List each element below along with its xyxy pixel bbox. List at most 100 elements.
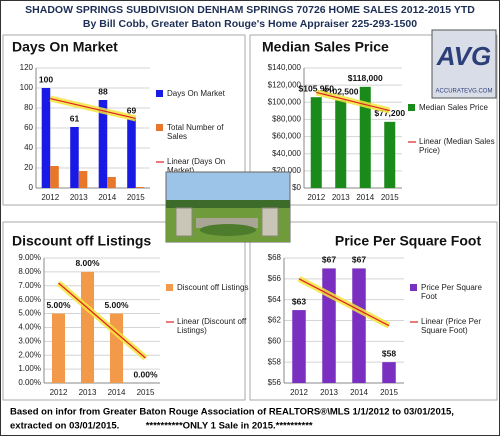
legend-label: Total Number of Sales [167,123,224,141]
y-tick-label: 20 [24,163,33,172]
bar [322,268,336,383]
trend-line [58,282,146,359]
data-label: 88 [98,86,108,96]
bar [50,166,59,188]
x-tick-label: 2014 [108,388,126,397]
y-tick-label: 80 [24,103,33,112]
footer-line: Based on infor from Greater Baton Rouge … [10,407,454,418]
x-tick-label: 2015 [381,193,399,202]
legend-label: Days On Market [167,89,225,98]
x-tick-label: 2013 [70,193,88,202]
legend-entry: Days On Market [167,89,225,98]
legend-entry: Linear (Median Sales Price) [419,137,495,155]
y-tick-label: $62 [268,316,282,325]
bar [80,271,95,383]
photo [165,171,291,243]
panels: Days On Market 0 20 40 60 80 100 120 2012 2013 201… [2,34,498,401]
x-tick-label: 2014 [98,193,116,202]
legend-label: Linear (Discount off Listings) [177,317,247,335]
y-tick-label: $60,000 [272,132,301,141]
y-tick-label: 100 [20,83,34,92]
data-label: 8.00% [75,258,100,268]
x-tick-label: 2013 [332,193,350,202]
x-tick-label: 2012 [41,193,59,202]
data-label: 5.00% [46,300,71,310]
y-tick-label: 8.00% [18,267,41,276]
y-tick-label: 40 [24,143,33,152]
data-label: $77,200 [374,108,405,118]
x-tick-label: 2012 [50,388,68,397]
page-title: SHADOW SPRINGS SUBDIVISION DENHAM SPRING… [25,4,475,16]
trend-line [298,278,390,327]
legend-swatch [166,284,173,291]
y-tick-label: $68 [268,253,282,262]
x-tick-label: 2013 [320,388,338,397]
y-tick-label: $56 [268,378,282,387]
y-tick-label: 0.00% [18,378,41,387]
x-tick-label: 2015 [137,388,155,397]
bar [382,362,396,383]
y-tick-label: 3.00% [18,336,41,345]
data-label: 69 [127,105,137,115]
y-tick-label: 5.00% [18,309,41,318]
data-label: $118,000 [348,73,383,83]
chart-panel: Days On Market 0 20 40 60 80 100 120 2012 2013 201… [2,34,246,206]
x-tick-label: 2012 [307,193,325,202]
legend-entry: Price Per Square Foot [421,283,482,301]
legend-swatch [156,124,163,131]
y-tick-label: $60 [268,336,282,345]
legend-entry: Discount off Listings [177,283,248,292]
legend-label: Linear (Days On Market) [167,157,226,175]
bar [70,127,79,188]
y-tick-label: $58 [268,357,282,366]
y-tick-label: 1.00% [18,364,41,373]
y-tick-label: $20,000 [272,166,301,175]
data-label: $102,500 [323,86,359,96]
bar [41,88,51,188]
y-tick-label: $0 [292,183,301,192]
logo-url: ACCURATEVG.COM [436,89,493,95]
y-tick-label: $80,000 [272,115,301,124]
bar [352,268,366,383]
chart-title: Days On Market [12,39,118,55]
trend-line [50,98,136,119]
bar [51,313,66,383]
legend-entry: Linear (Days On Market) [167,157,226,175]
x-tick-label: 2015 [380,388,398,397]
x-tick-label: 2015 [127,193,145,202]
page-subtitle: By Bill Cobb, Greater Baton Rouge's Home… [83,18,417,30]
x-tick-label: 2012 [290,388,308,397]
data-label: $63 [292,296,306,306]
legend-label: Price Per Square Foot [421,283,482,301]
legend-swatch [156,90,163,97]
data-label: 0.00% [133,369,158,379]
y-tick-label: $120,000 [268,80,302,89]
bar [109,313,124,383]
trend-line [316,91,390,112]
y-tick-label: $66 [268,274,282,283]
legend-entry: Total Number of Sales [167,123,224,141]
data-label: 61 [70,113,80,123]
chart-panel: Price Per Square Foot $56 $58 $60 $62 $64 $66 $… [249,221,498,401]
x-tick-label: 2013 [79,388,97,397]
legend-swatch [410,284,417,291]
data-label: 100 [39,74,53,84]
bar [310,97,322,188]
y-tick-label: 0 [29,183,34,192]
bar [98,100,108,188]
bar [127,119,136,188]
y-tick-label: 60 [24,123,33,132]
data-label: $67 [352,255,366,265]
x-tick-label: 2014 [350,388,368,397]
bar [384,121,396,188]
footer-line: extracted on 03/01/2015. **********ONLY … [10,421,313,432]
legend-entry: Linear (Discount off Listings) [177,317,247,335]
chart-title: Discount off Listings [12,233,151,249]
y-tick-label: 9.00% [18,253,41,262]
y-tick-label: 120 [20,63,34,72]
bar [107,177,116,188]
y-tick-label: 4.00% [18,323,41,332]
panel-frame [2,221,246,401]
bar [335,100,347,188]
